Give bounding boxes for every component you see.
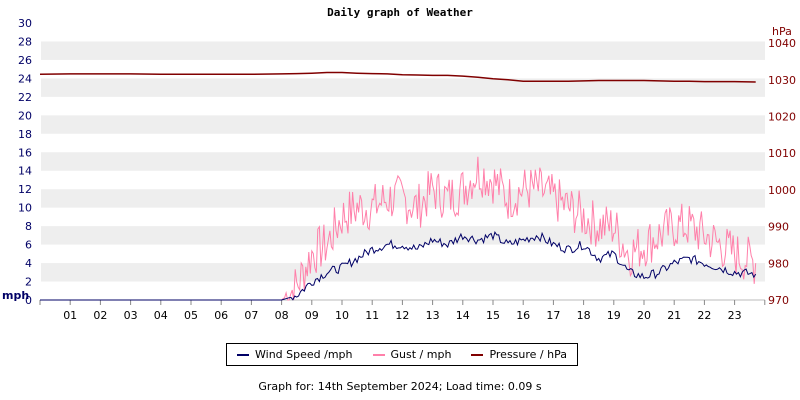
svg-text:2: 2	[25, 276, 32, 289]
chart-legend: Wind Speed /mph Gust / mph Pressure / hP…	[226, 343, 578, 366]
svg-text:10: 10	[18, 202, 32, 215]
legend-label: Wind Speed /mph	[255, 348, 353, 361]
svg-text:1040: 1040	[768, 37, 796, 50]
svg-text:12: 12	[395, 309, 409, 322]
svg-text:4: 4	[25, 257, 32, 270]
svg-text:16: 16	[516, 309, 530, 322]
svg-text:17: 17	[546, 309, 560, 322]
svg-text:21: 21	[667, 309, 681, 322]
svg-text:12: 12	[18, 183, 32, 196]
svg-text:1030: 1030	[768, 74, 796, 87]
svg-text:04: 04	[154, 309, 168, 322]
svg-text:01: 01	[63, 309, 77, 322]
svg-text:22: 22	[697, 309, 711, 322]
svg-text:10: 10	[335, 309, 349, 322]
svg-text:06: 06	[214, 309, 228, 322]
svg-text:15: 15	[486, 309, 500, 322]
svg-text:16: 16	[18, 146, 32, 159]
right-axis-unit: hPa	[772, 25, 792, 38]
svg-text:6: 6	[25, 239, 32, 252]
svg-text:30: 30	[18, 17, 32, 30]
svg-text:20: 20	[637, 309, 651, 322]
svg-text:28: 28	[18, 35, 32, 48]
svg-text:20: 20	[18, 109, 32, 122]
svg-text:24: 24	[18, 72, 32, 85]
svg-text:03: 03	[124, 309, 138, 322]
svg-text:07: 07	[244, 309, 258, 322]
svg-text:23: 23	[728, 309, 742, 322]
svg-text:09: 09	[305, 309, 319, 322]
svg-text:02: 02	[93, 309, 107, 322]
legend-item-wind-speed: Wind Speed /mph	[237, 348, 353, 361]
legend-label: Gust / mph	[390, 348, 452, 361]
svg-text:0: 0	[25, 294, 32, 307]
graph-footer: Graph for: 14th September 2024; Load tim…	[258, 380, 542, 393]
grid-bands	[41, 23, 765, 301]
svg-text:13: 13	[426, 309, 440, 322]
gust-swatch	[372, 353, 385, 356]
svg-text:26: 26	[18, 54, 32, 67]
svg-text:11: 11	[365, 309, 379, 322]
svg-text:18: 18	[18, 128, 32, 141]
svg-text:05: 05	[184, 309, 198, 322]
chart-title: Daily graph of Weather	[327, 6, 473, 19]
series-lines	[39, 71, 757, 301]
legend-item-gust: Gust / mph	[372, 348, 452, 361]
svg-text:14: 14	[456, 309, 470, 322]
svg-text:14: 14	[18, 165, 32, 178]
svg-text:8: 8	[25, 220, 32, 233]
svg-text:990: 990	[768, 221, 789, 234]
svg-text:22: 22	[18, 91, 32, 104]
svg-text:08: 08	[275, 309, 289, 322]
svg-text:1010: 1010	[768, 147, 796, 160]
legend-label: Pressure / hPa	[489, 348, 567, 361]
left-axis-unit: mph	[2, 289, 29, 302]
wind-speed-swatch	[237, 353, 249, 356]
legend-item-pressure: Pressure / hPa	[471, 348, 567, 361]
svg-text:19: 19	[607, 309, 621, 322]
svg-text:18: 18	[577, 309, 591, 322]
right-axis-ticks: 970 980 990 1000 1010 1020 1030 1040	[768, 37, 796, 307]
pressure-swatch	[471, 353, 484, 356]
svg-text:1000: 1000	[768, 184, 796, 197]
svg-text:1020: 1020	[768, 111, 796, 124]
x-axis-ticks: 01 02 03 04 05 06 07 08 09 10 11 12 13 14 15 16 17 18 19 20…	[39, 300, 766, 322]
svg-text:980: 980	[768, 257, 789, 270]
svg-text:970: 970	[768, 294, 789, 307]
